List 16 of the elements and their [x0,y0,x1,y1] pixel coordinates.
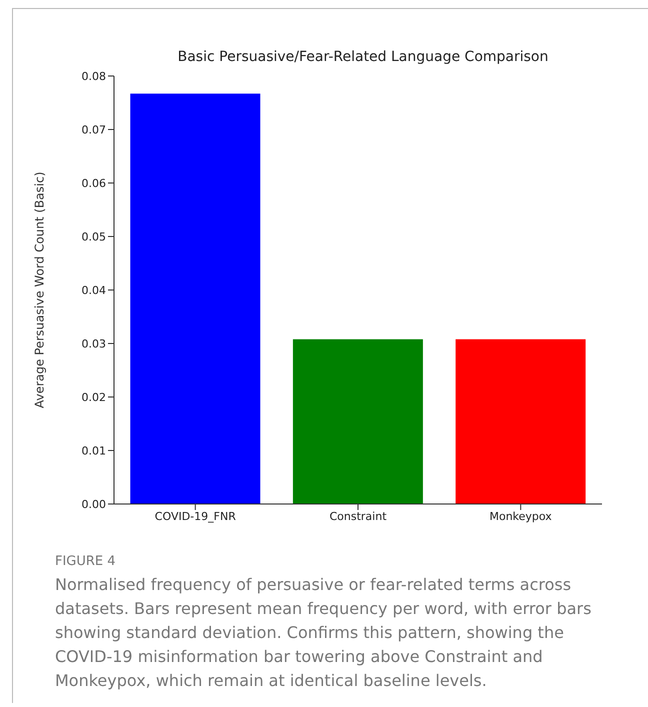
y-tick-label: 0.04 [82,284,106,297]
text: Normalised frequency of persuasive or fear-related terms across datasets. Bars represent mean frequency per word, with error bars showing standard deviation. Confirms this pattern, showing the COVID-19 misinformation bar towering above Constraint and Monkeypox, which remain at identical baseline levels. [55,574,592,692]
y-tick-label: 0.08 [82,70,106,83]
y-axis-title: Average Persuasive Word Count (Basic) [32,172,46,408]
x-tick-label: Monkeypox [489,510,552,523]
y-tick-label: 0.00 [82,498,106,511]
y-tick-label: 0.06 [82,176,106,190]
y-tick-label: 0.02 [82,390,106,404]
chart-title: Basic Persuasive/Fear-Related Language Comparison [176,49,550,65]
x-tick-label: COVID-19_FNR [154,510,236,523]
y-tick-label: 0.07 [82,123,106,136]
y-tick-label: 0.05 [82,230,106,244]
caption: FIGURE 4 [55,554,117,569]
y-tick-label: 0.01 [82,444,106,458]
y-tick-label: 0.03 [82,337,106,350]
x-tick-label: Constraint [329,510,388,523]
